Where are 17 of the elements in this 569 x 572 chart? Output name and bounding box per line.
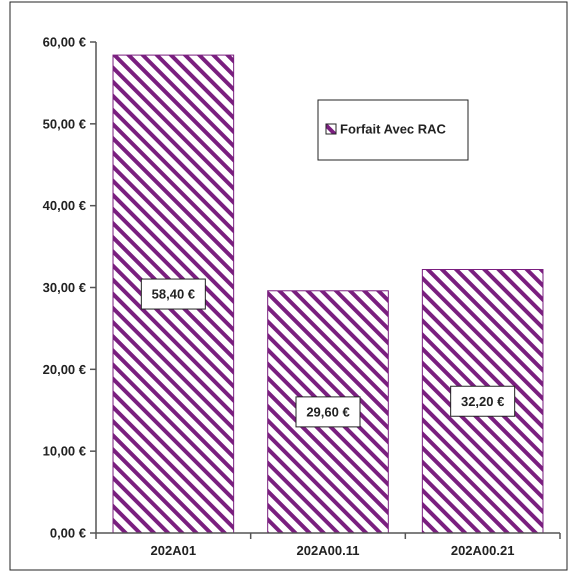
data-label: 29,60 € — [306, 404, 350, 420]
data-label: 58,40 € — [152, 286, 196, 302]
y-tick-label: 10,00 € — [42, 444, 86, 459]
x-tick-label: 202A00.11 — [296, 543, 360, 558]
y-tick-label: 50,00 € — [42, 116, 86, 132]
legend-label: Forfait Avec RAC — [340, 122, 447, 137]
bar — [112, 54, 234, 534]
bar — [267, 290, 389, 534]
y-tick-label: 30,00 € — [42, 280, 86, 296]
bar — [422, 268, 544, 534]
y-tick-label: 20,00 € — [42, 362, 86, 377]
y-tick-label: 40,00 € — [42, 198, 86, 214]
y-tick-label: 60,00 € — [42, 34, 86, 50]
y-tick-label: 0,00 € — [50, 526, 86, 541]
data-label: 32,20 € — [460, 394, 504, 409]
x-tick-label: 202A01 — [150, 543, 196, 558]
x-tick-label: 202A00.21 — [450, 543, 514, 558]
